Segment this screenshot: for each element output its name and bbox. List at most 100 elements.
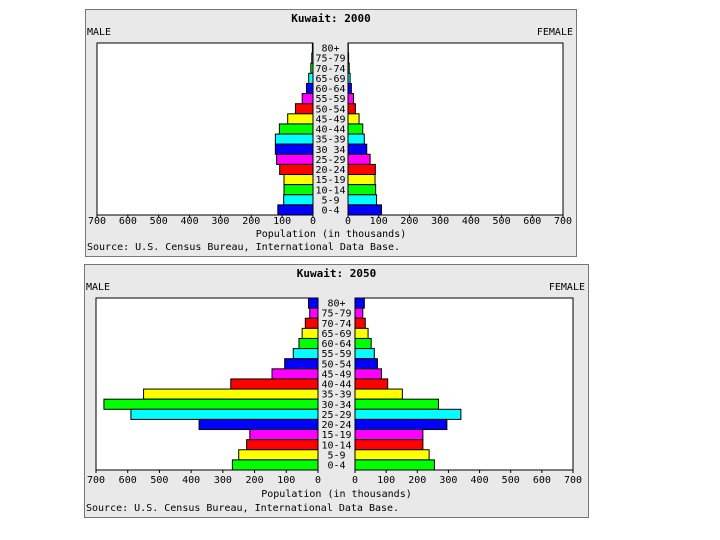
category-label: 5-9 (327, 450, 345, 461)
tick-label: 700 (88, 216, 106, 227)
bar-male-45-49 (271, 368, 319, 380)
category-label: 55-59 (321, 349, 351, 360)
bar-female-20-24 (347, 163, 376, 176)
tick-label: 0 (315, 475, 321, 486)
bar-male-60-64 (306, 82, 314, 95)
plot-area-female (347, 42, 564, 216)
bar-female-60-64 (354, 337, 372, 350)
x-axis-label: Population (in thousands) (261, 489, 412, 500)
female-label: FEMALE (536, 27, 573, 38)
tick-label: 700 (554, 216, 572, 227)
bar-female-5-9 (347, 194, 378, 206)
bar-male-65-69 (301, 327, 319, 339)
bar-male-70-74 (310, 62, 314, 74)
category-label: 50-54 (315, 104, 345, 115)
bar-male-20-24 (198, 418, 319, 431)
category-label: 75-79 (315, 54, 345, 65)
bar-male-50-54 (284, 358, 319, 370)
category-label: 45-49 (321, 369, 351, 380)
tick-label: 0 (310, 216, 316, 227)
bar-male-10-14 (283, 184, 314, 196)
category-label: 35-39 (315, 135, 345, 146)
bar-female-30-34 (354, 398, 439, 410)
category-label: 70-74 (321, 319, 351, 330)
category-label: 10-14 (321, 440, 351, 451)
bar-male-5-9 (238, 449, 319, 461)
category-label: 15-19 (321, 430, 351, 441)
bar-male-60-64 (298, 337, 319, 350)
chart-title: Kuwait: 2000 (291, 12, 371, 25)
bar-male-0-4 (277, 204, 314, 216)
tick-label: 600 (119, 216, 137, 227)
bar-male-75-79 (309, 307, 319, 319)
bar-female-25-29 (354, 408, 462, 420)
tick-label: 100 (273, 216, 291, 227)
bar-female-30 34 (347, 143, 368, 155)
category-label: 5-9 (321, 195, 339, 206)
plot-area-male (96, 42, 314, 216)
bar-male-20-24 (279, 163, 314, 176)
bar-male-80+ (311, 42, 314, 54)
category-label: 25-29 (315, 155, 345, 166)
bar-male-30-34 (103, 398, 319, 410)
category-label: 65-69 (321, 329, 351, 340)
bar-male-55-59 (292, 348, 319, 360)
category-label: 75-79 (321, 309, 351, 320)
x-axis-label: Population (in thousands) (255, 229, 407, 240)
tick-label: 500 (493, 216, 511, 227)
tick-label: 400 (462, 216, 480, 227)
bar-male-10-14 (246, 439, 319, 451)
category-label: 55-59 (315, 94, 345, 105)
bar-female-10-14 (347, 184, 377, 196)
bar-male-80+ (307, 297, 319, 309)
tick-label: 300 (214, 475, 232, 486)
category-label: 20-24 (321, 420, 351, 431)
tick-label: 500 (150, 475, 168, 486)
tick-label: 200 (246, 475, 264, 486)
bar-female-75-79 (354, 307, 364, 319)
bar-male-5-9 (283, 194, 314, 206)
bar-male-0-4 (231, 459, 319, 471)
tick-label: 200 (408, 475, 426, 486)
female-label: FEMALE (548, 282, 585, 293)
bar-male-40-44 (278, 123, 314, 135)
tick-label: 100 (377, 475, 395, 486)
category-label: 15-19 (315, 175, 345, 186)
bar-male-35-39 (143, 388, 319, 400)
chart-title: Kuwait: 2050 (296, 267, 377, 280)
category-label: 0-4 (321, 206, 339, 217)
bar-male-25-29 (130, 408, 319, 420)
category-label: 25-29 (321, 410, 351, 421)
category-label: 50-54 (321, 359, 351, 370)
pyramid-2050: Kuwait: 2050 MALE FEMALE 80+ 75-79 70-74 65… (84, 264, 589, 518)
bar-male-50-54 (294, 103, 314, 115)
tick-label: 0 (352, 475, 358, 486)
category-label: 45-49 (315, 114, 345, 125)
category-label: 40-44 (321, 380, 351, 391)
bar-male-70-74 (304, 317, 319, 329)
bar-female-35-39 (347, 133, 365, 145)
bar-male-65-69 (308, 72, 314, 84)
bar-female-70-74 (347, 62, 350, 74)
bar-female-75-79 (347, 52, 350, 64)
tick-label: 400 (471, 475, 489, 486)
bar-female-70-74 (354, 317, 366, 329)
bar-female-15-19 (354, 429, 424, 441)
tick-label: 700 (87, 475, 105, 486)
category-label: 80+ (327, 299, 345, 310)
tick-label: 100 (370, 216, 388, 227)
bar-female-80+ (354, 297, 365, 309)
category-label: 30-34 (321, 400, 351, 411)
tick-label: 200 (400, 216, 418, 227)
tick-label: 700 (564, 475, 582, 486)
bar-female-45-49 (347, 113, 360, 125)
bar-female-60-64 (347, 82, 352, 95)
bar-female-25-29 (347, 153, 371, 165)
category-label: 10-14 (315, 185, 345, 196)
tick-label: 400 (181, 216, 199, 227)
category-label: 80+ (321, 44, 339, 55)
bar-female-20-24 (354, 418, 448, 431)
tick-label: 300 (431, 216, 449, 227)
tick-label: 500 (502, 475, 520, 486)
tick-label: 100 (277, 475, 295, 486)
